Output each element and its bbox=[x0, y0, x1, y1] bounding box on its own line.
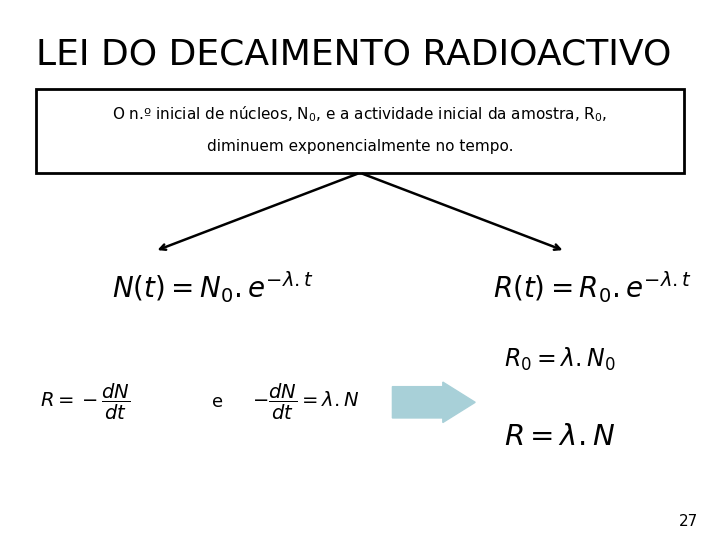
Text: diminuem exponencialmente no tempo.: diminuem exponencialmente no tempo. bbox=[207, 139, 513, 153]
Text: $R = -\dfrac{dN}{dt}$: $R = -\dfrac{dN}{dt}$ bbox=[40, 382, 130, 422]
Text: 27: 27 bbox=[679, 514, 698, 529]
Text: $-\dfrac{dN}{dt} = \lambda.N$: $-\dfrac{dN}{dt} = \lambda.N$ bbox=[252, 382, 359, 422]
Text: O n.º inicial de núcleos, N$_0$, e a actividade inicial da amostra, R$_0$,: O n.º inicial de núcleos, N$_0$, e a act… bbox=[112, 104, 608, 124]
Text: e: e bbox=[212, 393, 223, 411]
Text: $R = \lambda.N$: $R = \lambda.N$ bbox=[504, 423, 615, 451]
FancyArrow shape bbox=[392, 382, 475, 422]
Text: $N(t) = N_0.e^{-\lambda.t}$: $N(t) = N_0.e^{-\lambda.t}$ bbox=[112, 270, 313, 306]
Text: LEI DO DECAIMENTO RADIOACTIVO: LEI DO DECAIMENTO RADIOACTIVO bbox=[36, 38, 671, 72]
FancyBboxPatch shape bbox=[36, 89, 684, 173]
Text: $R_0 = \lambda.N_0$: $R_0 = \lambda.N_0$ bbox=[504, 346, 616, 373]
Text: $R(t) = R_0.e^{-\lambda.t}$: $R(t) = R_0.e^{-\lambda.t}$ bbox=[493, 270, 692, 306]
